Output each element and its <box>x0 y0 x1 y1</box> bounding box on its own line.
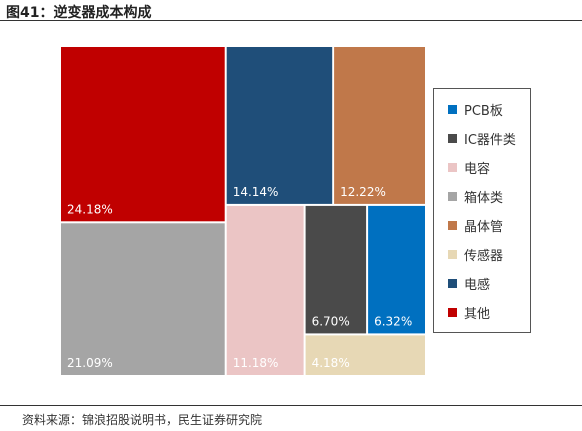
data-label-other: 24.18% <box>67 202 113 216</box>
treemap-cell-sensor <box>305 335 425 375</box>
treemap-cell-enclosure <box>61 223 225 375</box>
legend-item-sensor: 传感器 <box>448 245 503 264</box>
legend-item-transistor: 晶体管 <box>448 216 503 235</box>
legend-swatch-pcb <box>448 105 457 114</box>
data-label-capacitor: 11.18% <box>233 356 279 370</box>
legend-item-enclosure: 箱体类 <box>448 187 503 206</box>
legend-item-capacitor: 电容 <box>448 158 490 177</box>
legend-label-ic: IC器件类 <box>464 133 516 148</box>
data-label-ic: 6.70% <box>312 314 350 328</box>
legend-swatch-ic <box>448 134 457 143</box>
legend-label-enclosure: 箱体类 <box>464 191 504 206</box>
legend-swatch-inductor <box>448 279 457 288</box>
treemap-cell-pcb <box>368 205 425 334</box>
data-label-transistor: 12.22% <box>340 185 386 199</box>
legend-item-pcb: PCB板 <box>448 100 503 119</box>
data-label-pcb: 6.32% <box>374 314 412 328</box>
treemap-cell-other <box>61 47 225 222</box>
chart-title: 图41：逆变器成本构成 <box>6 5 152 21</box>
legend: PCB板 IC器件类 电容 箱体类 晶体管 传感器 电感 其他 <box>433 88 531 333</box>
legend-label-transistor: 晶体管 <box>464 220 504 235</box>
legend-label-other: 其他 <box>464 307 491 322</box>
legend-label-inductor: 电感 <box>464 278 491 293</box>
treemap-cell-inductor <box>226 47 333 204</box>
legend-swatch-transistor <box>448 221 457 230</box>
legend-swatch-sensor <box>448 250 457 259</box>
legend-label-sensor: 传感器 <box>464 249 504 264</box>
treemap-cell-capacitor <box>226 205 304 375</box>
treemap-cell-ic <box>305 205 367 334</box>
legend-item-inductor: 电感 <box>448 274 490 293</box>
legend-swatch-capacitor <box>448 163 457 172</box>
legend-swatch-enclosure <box>448 192 457 201</box>
legend-item-other: 其他 <box>448 303 490 322</box>
data-label-enclosure: 21.09% <box>67 356 113 370</box>
treemap-cell-transistor <box>334 47 425 204</box>
top-divider <box>0 20 582 21</box>
data-label-sensor: 4.18% <box>312 356 350 370</box>
legend-swatch-other <box>448 308 457 317</box>
legend-label-capacitor: 电容 <box>464 162 491 177</box>
data-label-inductor: 14.14% <box>233 185 279 199</box>
bottom-divider <box>0 405 582 406</box>
source-note: 资料来源：锦浪招股说明书，民生证券研究院 <box>22 413 263 427</box>
legend-label-pcb: PCB板 <box>464 104 503 119</box>
legend-item-ic: IC器件类 <box>448 129 516 148</box>
